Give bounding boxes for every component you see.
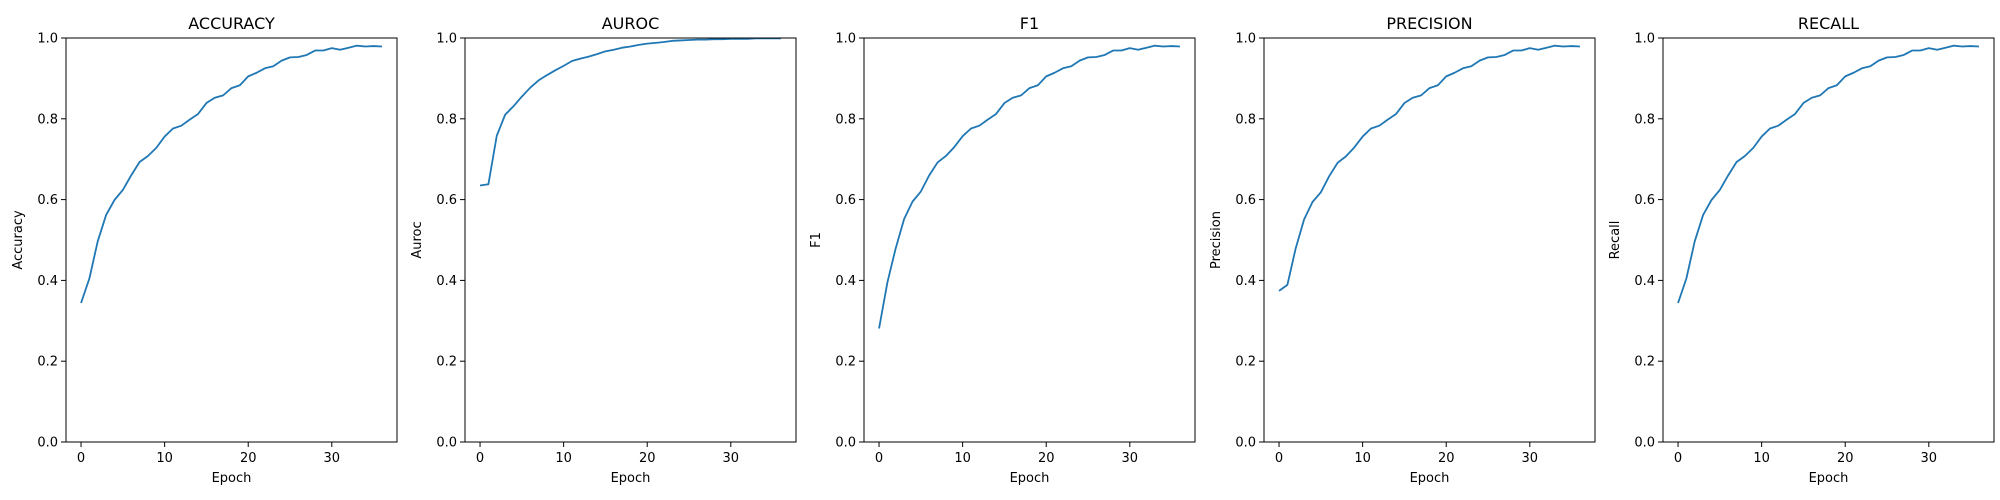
x-tick-label: 0 <box>476 451 484 466</box>
chart-title: RECALL <box>1798 14 1859 33</box>
x-tick-label: 0 <box>77 451 85 466</box>
accuracy-series-line <box>80 44 382 304</box>
x-tick-label: 10 <box>1753 451 1770 466</box>
y-axis-label: F1 <box>809 232 824 248</box>
y-tick-label: 1.0 <box>37 32 58 47</box>
y-tick-label: 0.8 <box>835 112 856 127</box>
y-tick-label: 0.2 <box>835 355 856 370</box>
y-tick-label: 0.6 <box>37 193 58 208</box>
x-tick-label: 20 <box>1038 451 1055 466</box>
x-tick-label: 20 <box>1438 451 1455 466</box>
y-tick-label: 0.4 <box>835 274 856 289</box>
y-tick-label: 0.8 <box>1634 112 1655 127</box>
axes-frame <box>65 37 398 443</box>
x-tick-label: 30 <box>324 451 341 466</box>
x-tick-label: 30 <box>1122 451 1139 466</box>
y-tick-label: 0.2 <box>436 355 457 370</box>
x-tick-label: 10 <box>555 451 572 466</box>
panel-recall: RECALL 0 10 20 30 0.0 0.2 0.4 0.6 0.8 1.0 Epoch Reca… <box>1608 14 1995 486</box>
x-tick-label: 10 <box>1354 451 1371 466</box>
y-tick-label: 0.4 <box>436 274 457 289</box>
axes-frame <box>1662 37 1995 443</box>
panel-precision: PRECISION 0 10 20 30 0.0 0.2 0.4 0.6 0.8 1.0 Epoch P… <box>1209 14 1596 486</box>
y-tick-label: 0.6 <box>835 193 856 208</box>
x-tick-label: 20 <box>639 451 656 466</box>
axes-frame <box>863 37 1196 443</box>
panel-accuracy: ACCURACY 0 10 20 30 0.0 0.2 0.4 0.6 0.8 1.0 Epoch Ac… <box>11 14 398 486</box>
x-tick-label: 10 <box>156 451 173 466</box>
precision-series-line <box>1278 44 1580 292</box>
y-axis-label: Auroc <box>410 221 425 258</box>
y-tick-label: 0.4 <box>1235 274 1256 289</box>
y-tick-label: 1.0 <box>1634 32 1655 47</box>
x-tick-label: 0 <box>1674 451 1682 466</box>
panel-auroc: AUROC 0 10 20 30 0.0 0.2 0.4 0.6 0.8 1.0 Epoch Auroc <box>410 14 797 486</box>
y-tick-label: 0.4 <box>1634 274 1655 289</box>
f1-series-line <box>878 44 1180 329</box>
y-tick-label: 1.0 <box>436 32 457 47</box>
x-tick-label: 30 <box>723 451 740 466</box>
panel-f1: F1 0 10 20 30 0.0 0.2 0.4 0.6 0.8 1.0 Epoch F1 <box>809 14 1196 486</box>
y-tick-label: 0.0 <box>436 436 457 451</box>
y-tick-label: 0.6 <box>1634 193 1655 208</box>
y-tick-label: 0.8 <box>436 112 457 127</box>
y-tick-label: 0.8 <box>1235 112 1256 127</box>
x-axis-label: Epoch <box>1010 471 1050 486</box>
chart-title: F1 <box>1020 14 1039 33</box>
y-tick-label: 0.6 <box>436 193 457 208</box>
y-axis-label: Precision <box>1209 211 1224 269</box>
x-tick-label: 0 <box>875 451 883 466</box>
y-tick-label: 0.2 <box>37 355 58 370</box>
chart-title: PRECISION <box>1386 14 1472 33</box>
y-tick-label: 0.2 <box>1235 355 1256 370</box>
x-tick-label: 10 <box>954 451 971 466</box>
y-tick-label: 0.0 <box>1235 436 1256 451</box>
x-tick-label: 30 <box>1921 451 1938 466</box>
y-tick-label: 0.0 <box>37 436 58 451</box>
y-tick-label: 0.0 <box>835 436 856 451</box>
y-tick-label: 0.4 <box>37 274 58 289</box>
x-axis-label: Epoch <box>212 471 252 486</box>
y-tick-label: 0.2 <box>1634 355 1655 370</box>
x-axis-label: Epoch <box>611 471 651 486</box>
y-axis-label: Recall <box>1608 221 1623 260</box>
y-axis-label: Accuracy <box>11 210 26 270</box>
y-tick-label: 0.6 <box>1235 193 1256 208</box>
x-tick-label: 0 <box>1275 451 1283 466</box>
x-axis-label: Epoch <box>1809 471 1849 486</box>
x-tick-label: 20 <box>240 451 257 466</box>
x-tick-label: 20 <box>1837 451 1854 466</box>
axes-frame <box>464 37 797 443</box>
chart-title: AUROC <box>602 14 660 33</box>
chart-title: ACCURACY <box>188 14 275 33</box>
y-tick-label: 0.8 <box>37 112 58 127</box>
recall-series-line <box>1677 44 1979 304</box>
y-tick-label: 0.0 <box>1634 436 1655 451</box>
y-tick-label: 1.0 <box>835 32 856 47</box>
axes-frame <box>1263 37 1596 443</box>
x-axis-label: Epoch <box>1410 471 1450 486</box>
y-tick-label: 1.0 <box>1235 32 1256 47</box>
x-tick-label: 30 <box>1522 451 1539 466</box>
auroc-series-line <box>479 37 781 187</box>
